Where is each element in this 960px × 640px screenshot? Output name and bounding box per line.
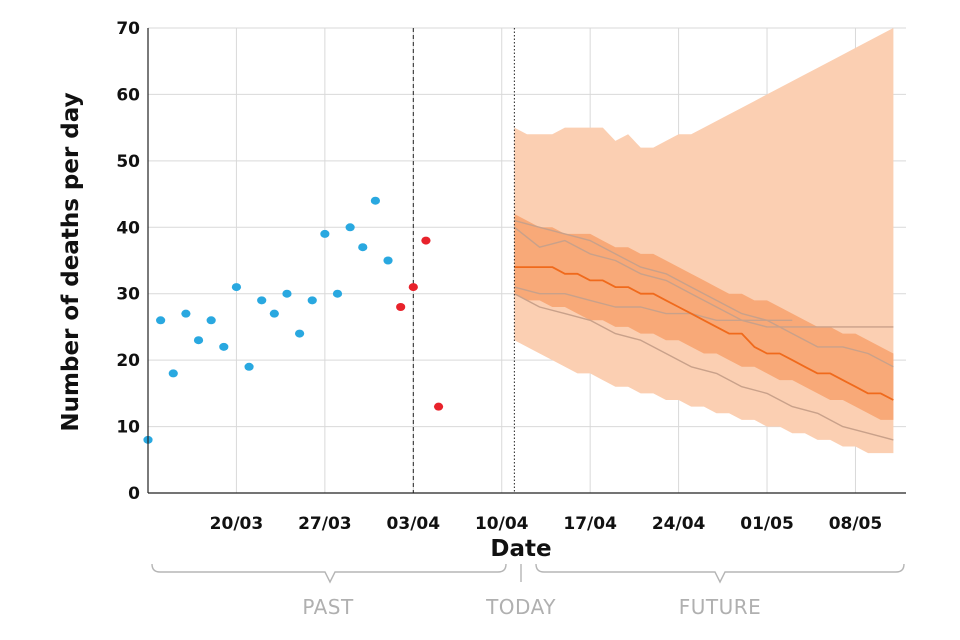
observed-data-point [231, 283, 242, 292]
x-tick-label: 27/03 [298, 514, 352, 534]
tick-labels: 0 10 20 30 40 50 60 70 20/03 27/03 03/04 10/04 17/04… [116, 19, 882, 534]
observed-data-point [383, 256, 393, 265]
y-tick-label: 30 [116, 285, 140, 305]
y-tick-label: 0 [128, 484, 140, 504]
y-tick-label: 20 [116, 351, 140, 371]
observed-points [143, 196, 444, 444]
scenario-line [513, 226, 894, 328]
x-tick-label: 24/04 [652, 514, 706, 534]
observed-data-point [219, 342, 229, 351]
observed-data-point [320, 229, 330, 238]
observed-data-point [307, 296, 317, 305]
period-label-today: TODAY [485, 595, 556, 619]
forecast-bands [514, 28, 894, 454]
observed-data-point [181, 309, 191, 318]
date-markers [412, 28, 515, 493]
observed-data-point [370, 196, 380, 205]
x-tick-label: 08/05 [829, 514, 883, 534]
y-axis-title: Number of deaths per day [58, 92, 84, 431]
period-bracket [151, 563, 507, 584]
period-brackets [151, 563, 905, 584]
period-label-future: FUTURE [679, 595, 762, 619]
scenario-line [514, 286, 793, 321]
y-tick-label: 40 [116, 218, 140, 238]
x-axis-title: Date [490, 536, 551, 562]
y-tick-label: 50 [116, 152, 140, 172]
observed-data-point [206, 316, 216, 325]
observed-data-point [345, 223, 355, 232]
observed-data-point [168, 369, 178, 378]
x-tick-label: 03/04 [387, 514, 441, 534]
axes [147, 28, 906, 494]
y-tick-label: 10 [116, 418, 140, 438]
period-label-past: PAST [302, 595, 354, 619]
scenario-line [514, 219, 894, 368]
observed-data-point [332, 289, 343, 298]
recent-data-point [433, 402, 444, 411]
observed-data-point [295, 329, 305, 338]
median-forecast-line [514, 266, 894, 401]
observed-data-point [193, 336, 204, 345]
x-tick-label: 20/03 [210, 514, 264, 534]
observed-data-point [358, 243, 368, 252]
x-tick-label: 17/04 [563, 514, 617, 534]
x-tick-label: 01/05 [740, 514, 794, 534]
period-bracket [535, 563, 905, 584]
forecast-lines [513, 219, 894, 441]
observed-data-point [156, 316, 166, 325]
y-tick-label: 70 [116, 19, 140, 39]
observed-data-point [257, 296, 267, 305]
recent-data-point [421, 236, 431, 245]
recent-data-point [408, 283, 418, 292]
scenario-line [514, 293, 894, 441]
observed-data-point [244, 362, 254, 371]
recent-data-point [396, 303, 406, 311]
x-tick-label: 10/04 [475, 514, 529, 534]
observed-data-point [269, 309, 279, 318]
observed-data-point [282, 289, 292, 298]
y-tick-label: 60 [116, 85, 140, 105]
